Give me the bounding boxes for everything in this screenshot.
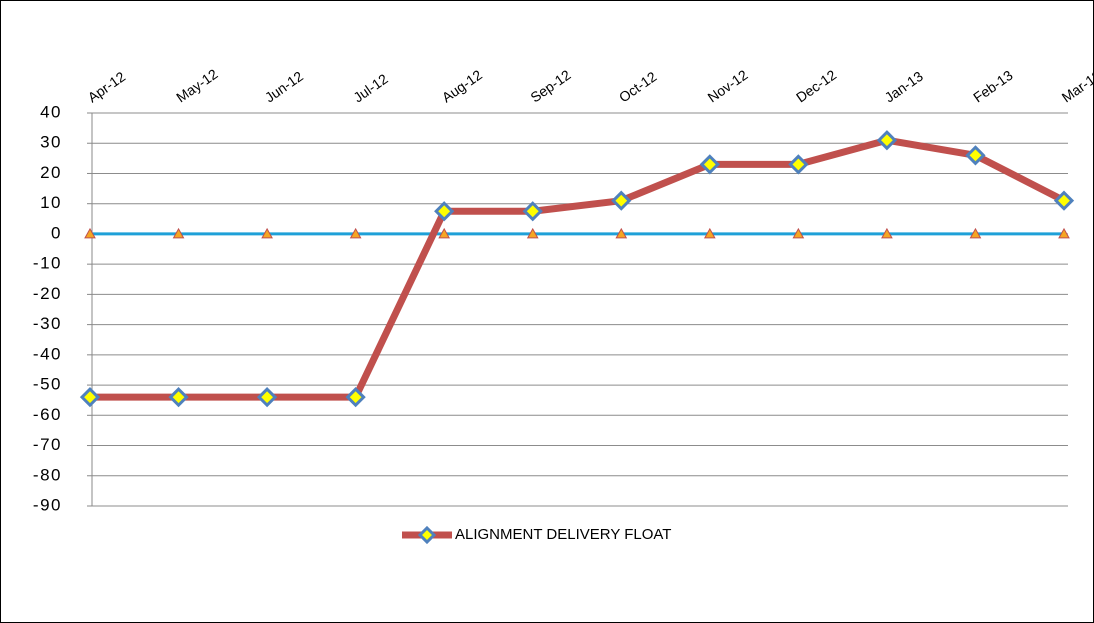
triangle-marker	[792, 227, 805, 239]
diamond-marker	[965, 145, 986, 166]
series-line	[90, 136, 1066, 401]
diamond-marker	[699, 154, 720, 175]
diamond-marker	[1053, 190, 1075, 211]
y-tick-label: -30	[33, 314, 62, 333]
triangle-marker	[84, 227, 96, 239]
y-tick-label: -70	[33, 435, 62, 454]
triangle-marker	[703, 227, 716, 239]
y-tick-label: -50	[33, 375, 62, 394]
marks	[79, 130, 1075, 408]
diamond-marker	[876, 130, 898, 151]
y-tick-label: 20	[40, 163, 62, 182]
diamond-marker	[345, 387, 366, 408]
y-tick-label: -90	[33, 495, 62, 514]
diamond-marker	[788, 154, 809, 175]
legend-label: ALIGNMENT DELIVERY FLOAT	[455, 526, 671, 543]
triangle-marker	[172, 227, 185, 239]
triangle-marker	[969, 227, 982, 239]
y-tick-label: 10	[40, 193, 62, 212]
diamond-marker	[522, 201, 543, 222]
diamond-marker	[168, 387, 189, 408]
y-tick-label: -10	[33, 254, 62, 273]
triangle-marker	[261, 227, 273, 239]
y-tick-label: 40	[40, 102, 62, 121]
triangle-marker	[1058, 227, 1070, 239]
y-tick-label: -20	[33, 284, 62, 303]
triangle-marker	[438, 227, 451, 239]
legend-marker	[417, 525, 437, 545]
diamond-marker	[611, 190, 632, 211]
y-tick-label: 0	[51, 223, 62, 242]
diamond-marker	[434, 201, 455, 222]
triangle-marker	[615, 227, 628, 239]
y-tick-label: -40	[33, 344, 62, 363]
triangle-marker	[349, 227, 362, 239]
diamond-marker	[79, 387, 101, 408]
triangle-marker	[526, 227, 539, 239]
y-tick-label: -80	[33, 465, 62, 484]
triangle-marker	[881, 227, 893, 239]
y-tick-label: 30	[40, 133, 62, 152]
diamond-marker	[256, 387, 278, 408]
y-tick-label: -60	[33, 405, 62, 424]
